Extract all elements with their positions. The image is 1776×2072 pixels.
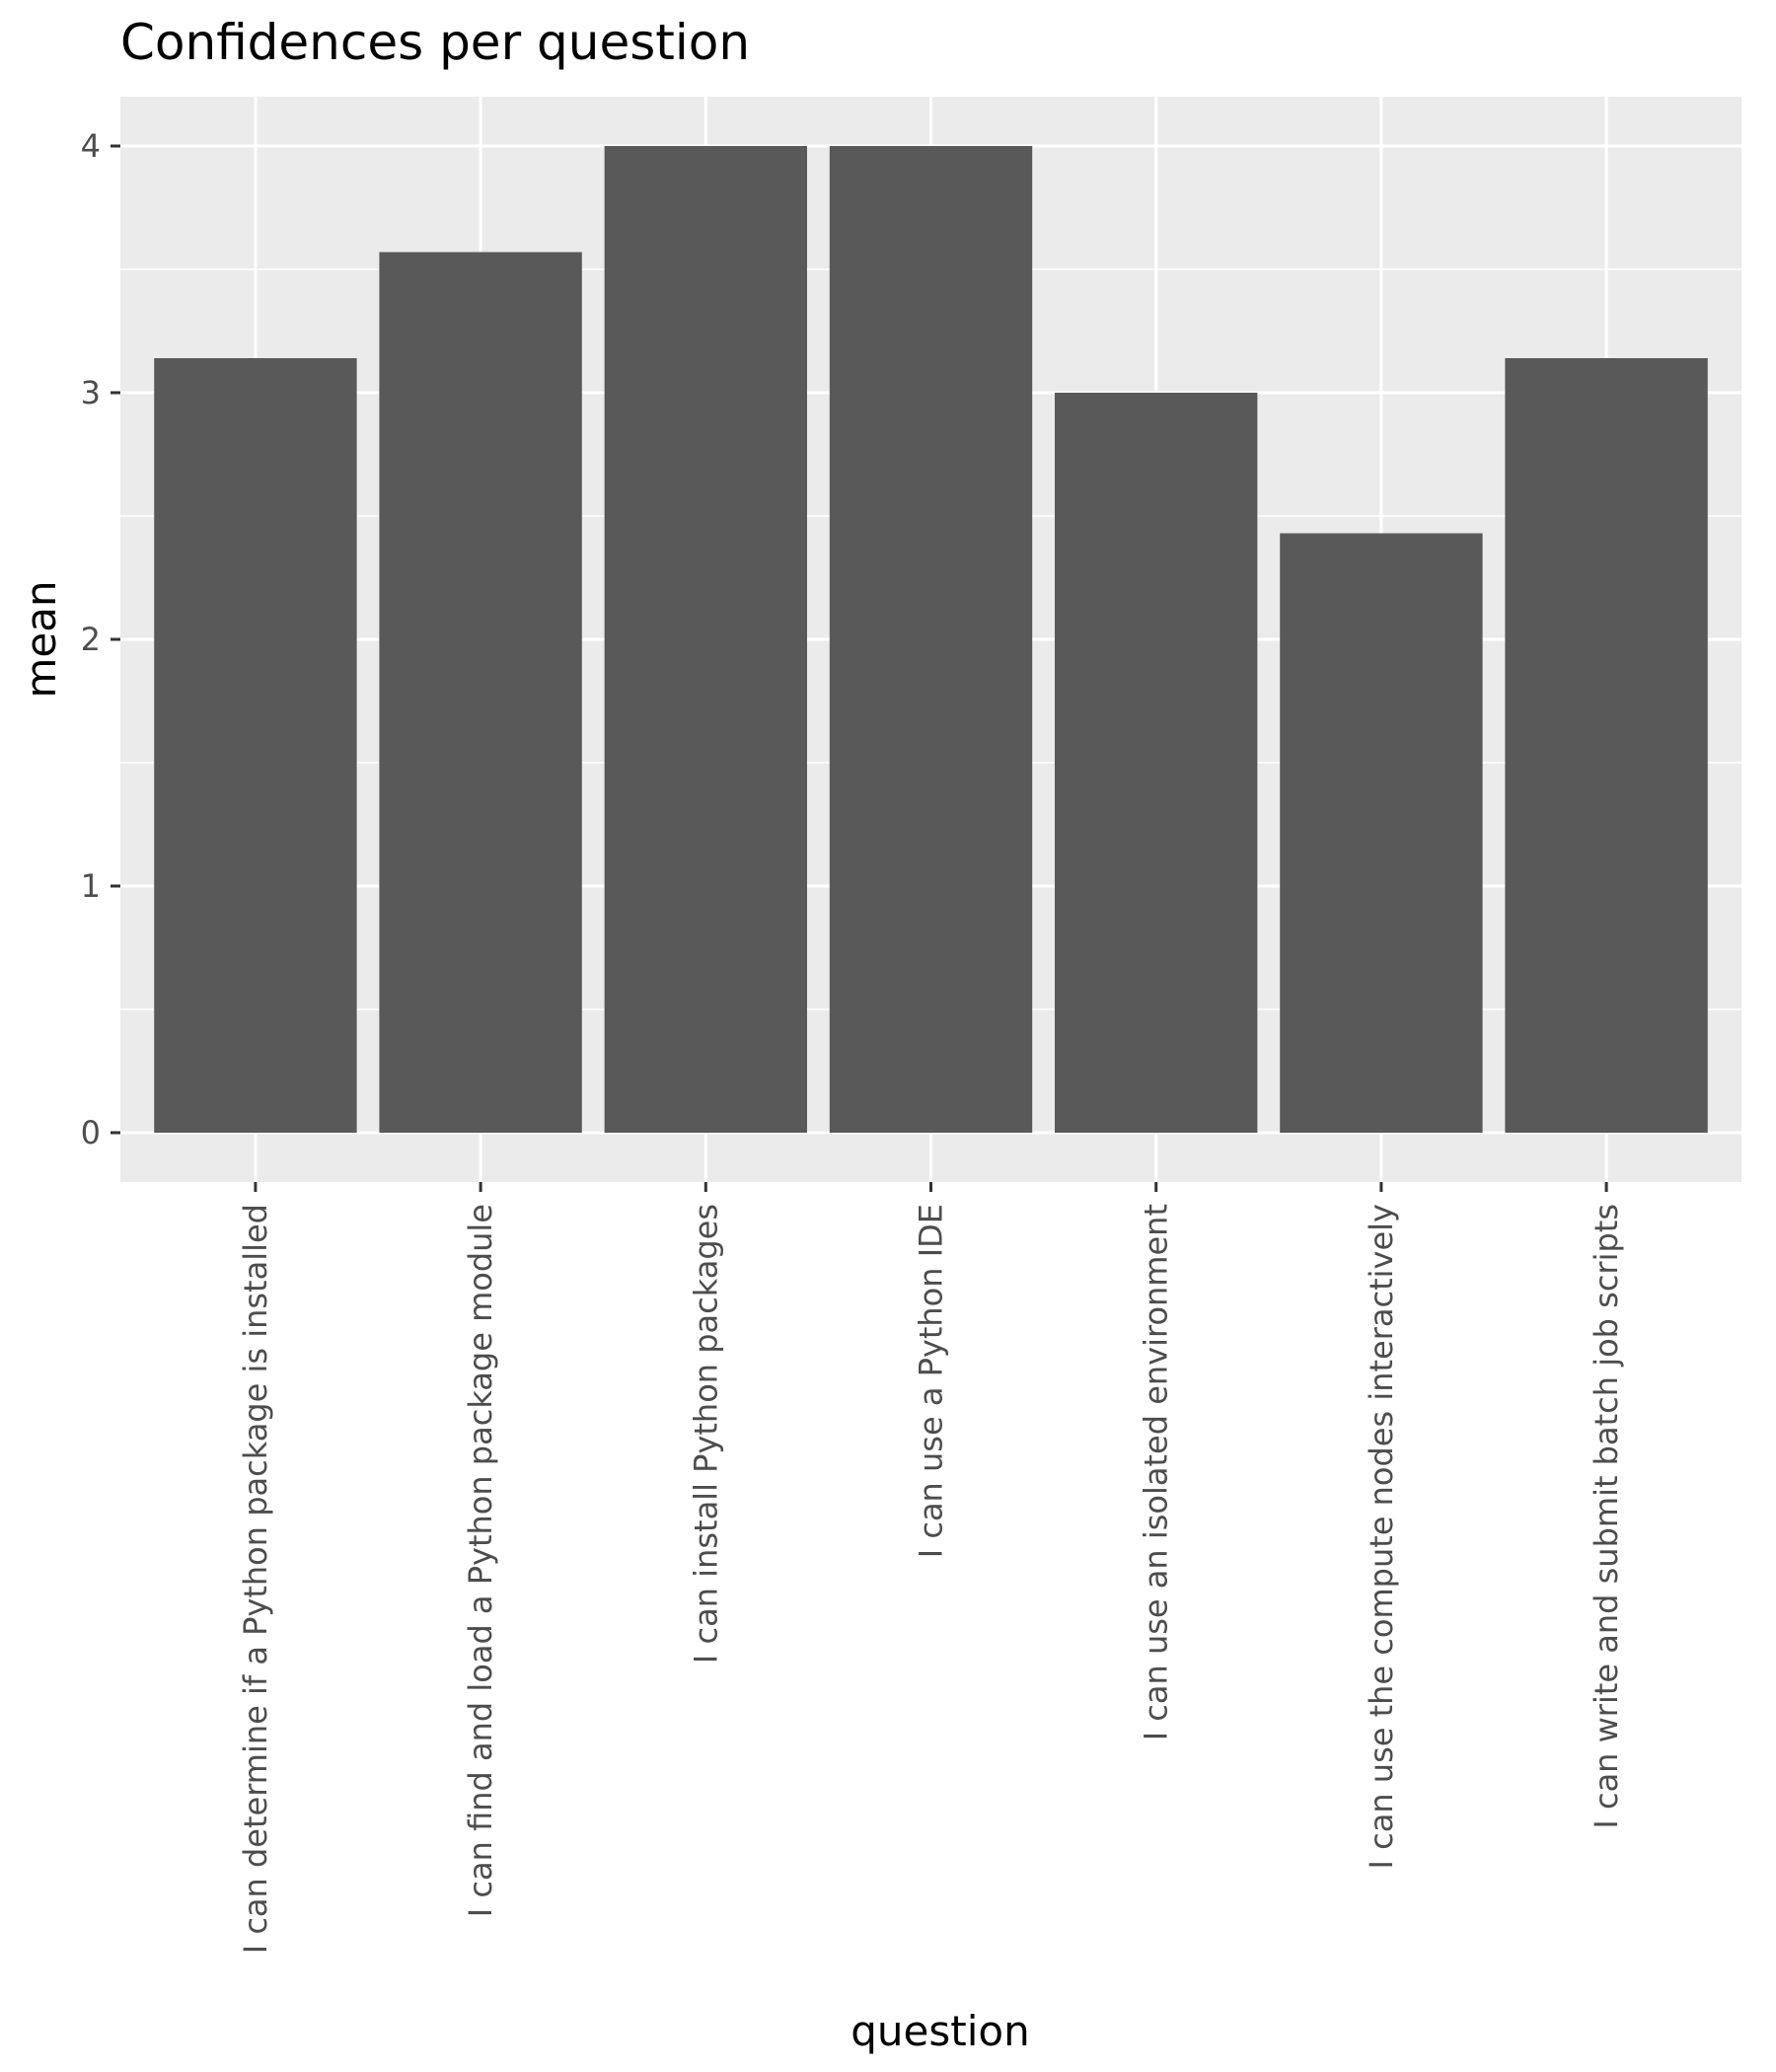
x-tick-label: I can use an isolated environment — [1138, 1204, 1175, 1740]
bar — [1280, 533, 1483, 1133]
bar — [1055, 393, 1258, 1133]
y-axis-title: mean — [17, 580, 65, 698]
x-tick-label: I can install Python packages — [687, 1204, 724, 1664]
bars — [154, 146, 1708, 1133]
y-tick-label: 4 — [81, 127, 101, 165]
y-tick-label: 2 — [81, 621, 101, 658]
x-tick-label: I can use the compute nodes interactivel… — [1363, 1204, 1400, 1869]
y-axis: 0 1 2 3 4 — [81, 127, 120, 1151]
x-tick-label: I can use a Python IDE — [913, 1204, 950, 1558]
chart-title: Confidences per question — [120, 14, 750, 71]
y-tick-label: 0 — [81, 1114, 101, 1151]
bar — [1505, 358, 1708, 1133]
bar — [829, 146, 1033, 1133]
x-tick-label: I can determine if a Python package is i… — [237, 1204, 274, 1954]
y-tick-label: 3 — [81, 374, 101, 411]
x-axis: I can determine if a Python package is i… — [237, 1182, 1625, 1954]
bar — [379, 252, 582, 1133]
bar — [604, 146, 807, 1133]
x-tick-label: I can write and submit batch job scripts — [1588, 1204, 1625, 1829]
y-tick-label: 1 — [81, 867, 101, 905]
x-tick-label: I can find and load a Python package mod… — [462, 1204, 499, 1917]
x-axis-title: question — [851, 2007, 1029, 2055]
bar — [154, 358, 357, 1133]
